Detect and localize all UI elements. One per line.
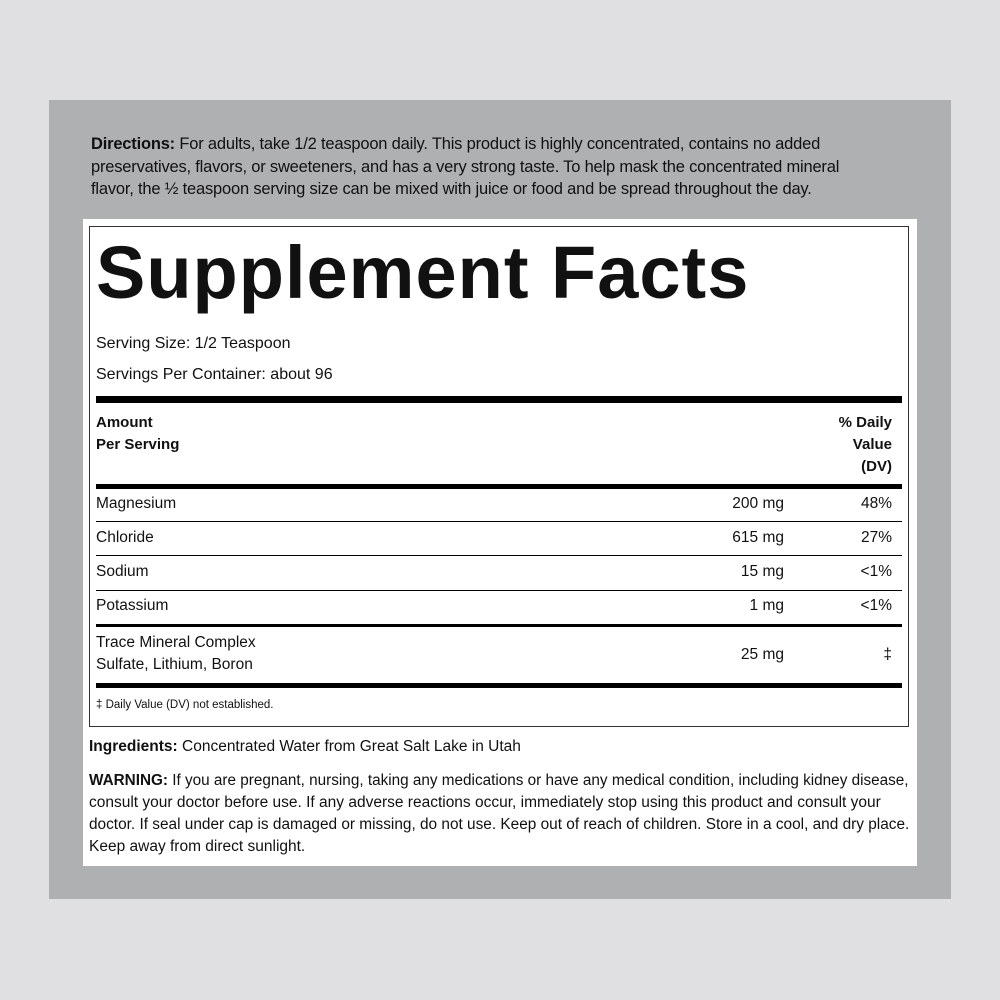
divider-thin — [96, 521, 902, 522]
warning-line: consult your doctor before use. If any a… — [89, 794, 881, 811]
nutrient-subtext: Sulfate, Lithium, Boron — [96, 656, 253, 673]
nutrient-row-trace: Trace Mineral Complex Sulfate, Lithium, … — [96, 632, 892, 676]
header-amount-line: Amount — [96, 414, 153, 431]
directions-text: Directions: For adults, take 1/2 teaspoo… — [91, 133, 911, 201]
directions-line: preservatives, flavors, or sweeteners, a… — [91, 157, 840, 176]
header-dv-line: Value — [852, 436, 892, 453]
directions-label: Directions: — [91, 135, 175, 153]
nutrient-amount: 15 mg — [740, 563, 784, 580]
nutrient-name: Chloride — [96, 529, 154, 546]
serving-size: Serving Size: 1/2 Teaspoon — [96, 335, 291, 352]
header-dv-line: (DV) — [861, 458, 892, 475]
divider-thick — [96, 484, 902, 489]
warning-line: If you are pregnant, nursing, taking any… — [168, 772, 909, 789]
nutrient-amount: 1 mg — [749, 597, 784, 614]
white-label-area — [83, 219, 917, 866]
warning-line: doctor. If seal under cap is damaged or … — [89, 816, 910, 833]
header-dv-line: % Daily — [838, 414, 892, 431]
nutrient-name: Magnesium — [96, 495, 177, 512]
nutrient-dv: 27% — [860, 529, 892, 546]
nutrient-amount: 200 mg — [732, 495, 784, 512]
directions-line: For adults, take 1/2 teaspoon daily. Thi… — [174, 135, 821, 153]
nutrient-amount: 615 mg — [732, 529, 784, 546]
servings-per-container: Servings Per Container: about 96 — [96, 366, 333, 383]
warning: WARNING: If you are pregnant, nursing, t… — [89, 770, 920, 858]
nutrient-dv: ‡ — [883, 646, 892, 663]
divider-medium — [96, 624, 902, 627]
header-amount: Amount Per Serving — [96, 412, 179, 456]
nutrient-amount: 25 mg — [740, 646, 784, 663]
header-amount-line: Per Serving — [96, 436, 180, 453]
divider-thick — [96, 683, 902, 688]
nutrient-dv: 48% — [860, 495, 892, 512]
header-dv: % Daily Value (DV) — [839, 412, 892, 478]
directions-line: flavor, the ½ teaspoon serving size can … — [91, 180, 812, 198]
ingredients-label: Ingredients: — [89, 738, 178, 755]
divider-thick — [96, 396, 902, 403]
nutrient-name: Trace Mineral Complex — [96, 634, 256, 651]
divider-thin — [96, 590, 902, 591]
supplement-facts-panel: Supplement Facts Serving Size: 1/2 Teasp… — [89, 226, 909, 727]
ingredients-text: Concentrated Water from Great Salt Lake … — [177, 738, 521, 755]
nutrient-name: Potassium — [96, 597, 169, 614]
nutrient-dv: <1% — [860, 563, 892, 580]
warning-line: Keep away from direct sunlight. — [89, 838, 306, 855]
nutrient-name: Sodium — [96, 563, 149, 580]
warning-label: WARNING: — [89, 772, 169, 789]
nutrient-dv: <1% — [860, 597, 892, 614]
facts-title: Supplement Facts — [96, 231, 750, 314]
ingredients: Ingredients: Concentrated Water from Gre… — [89, 738, 521, 756]
divider-thin — [96, 555, 902, 556]
footnote: ‡ Daily Value (DV) not established. — [96, 699, 274, 711]
